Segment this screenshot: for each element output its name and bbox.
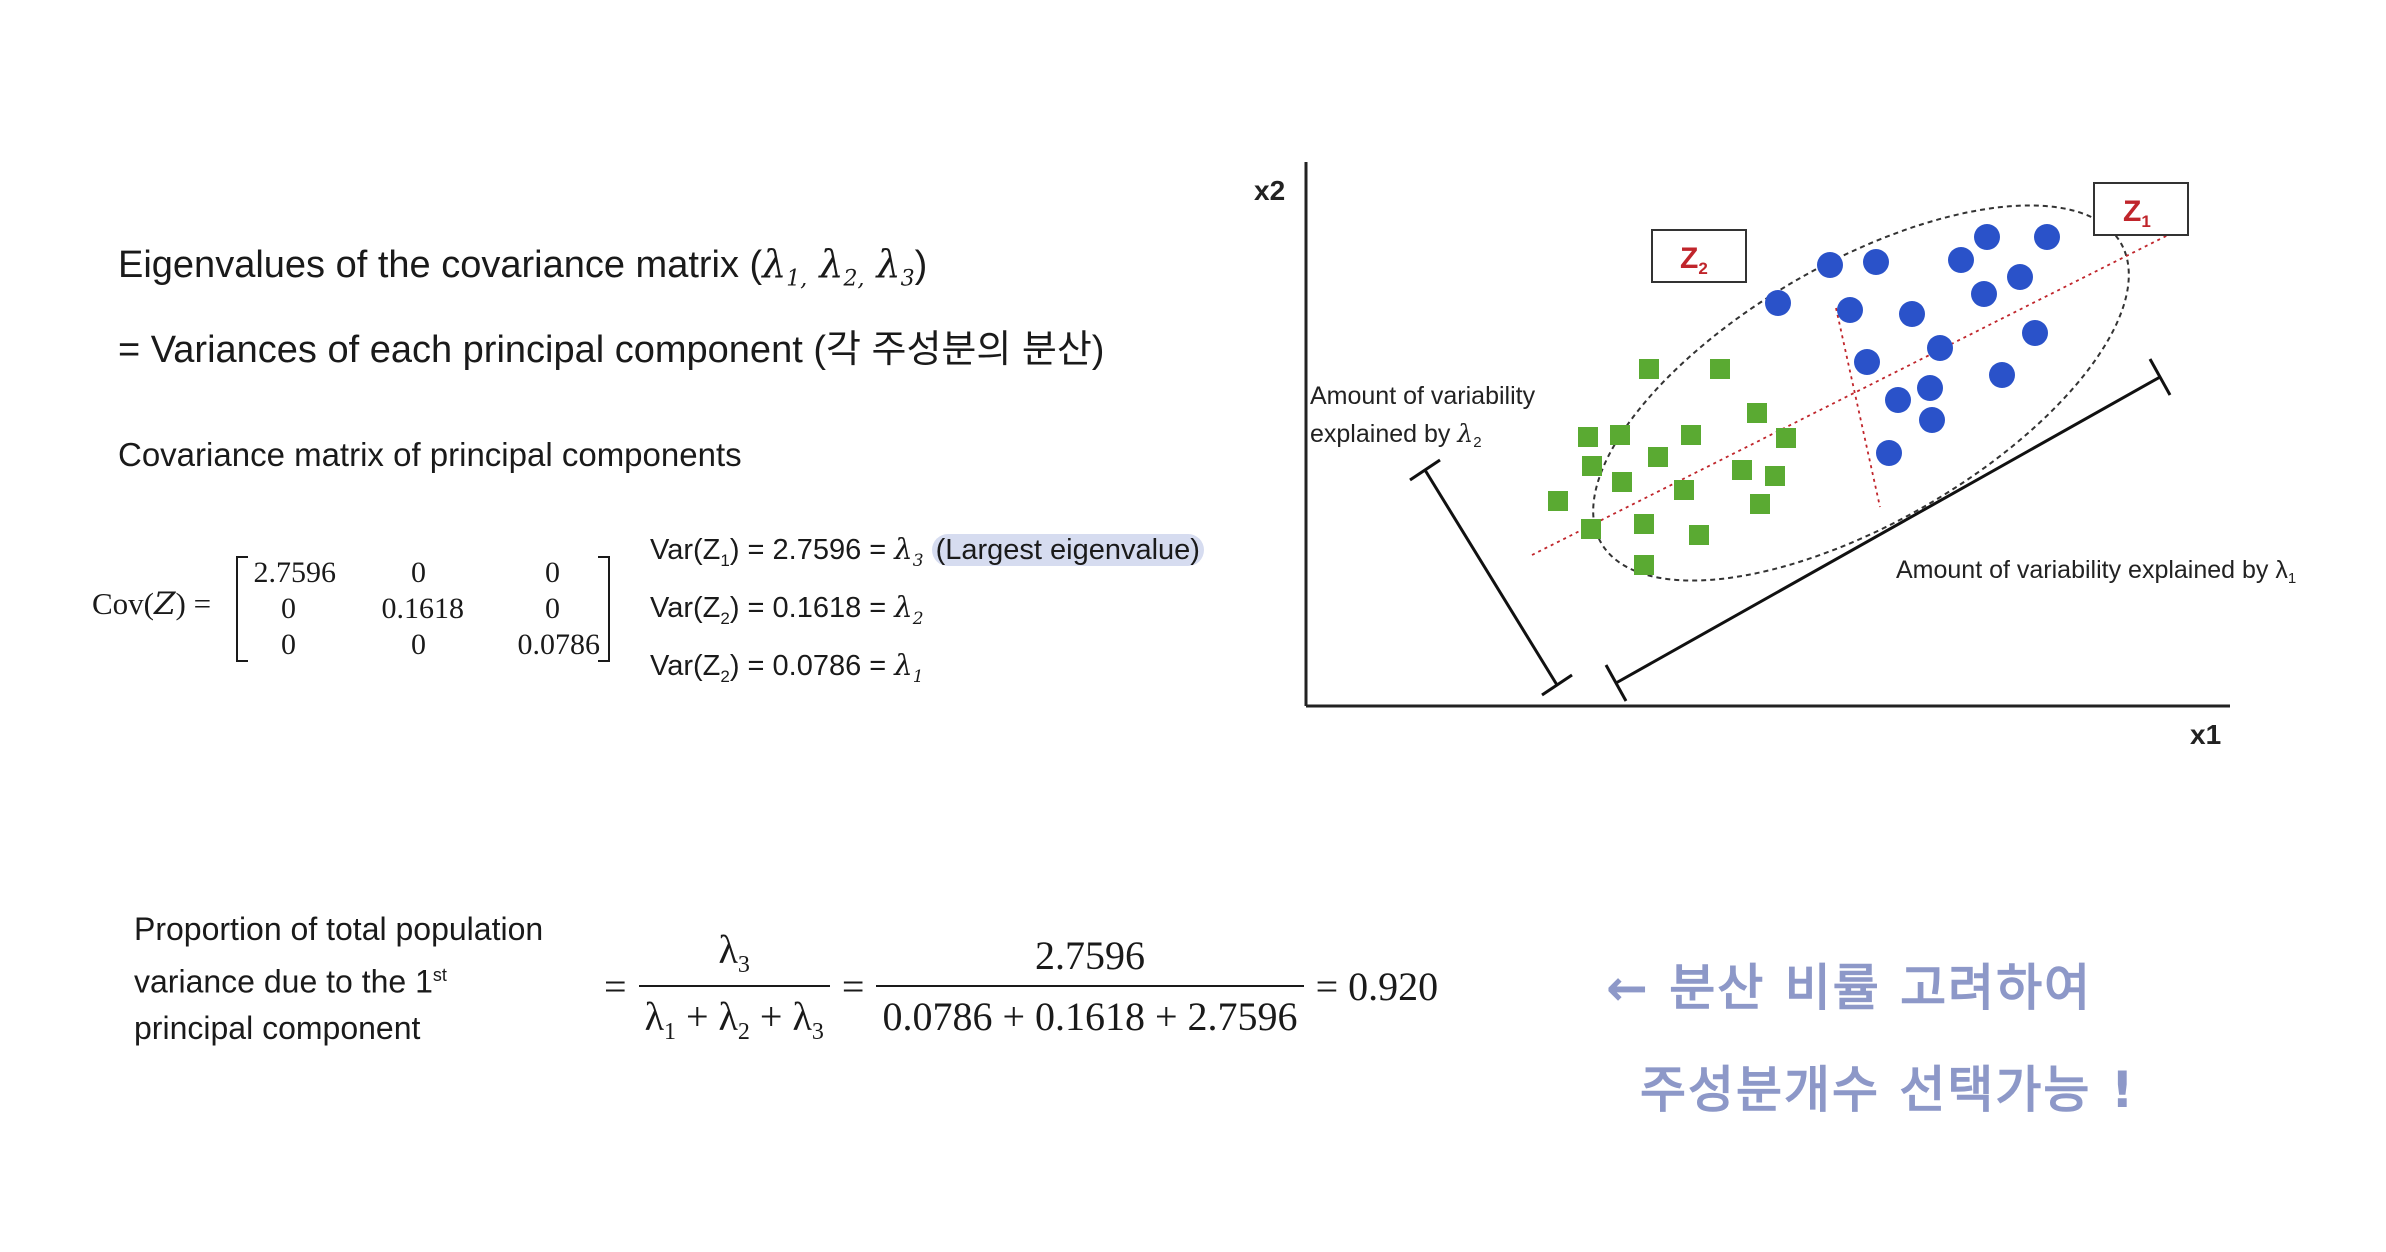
circle-point bbox=[1876, 440, 1902, 466]
lambda1-bracket-cap-left bbox=[1604, 664, 1628, 702]
prop-line-1: Proportion of total population bbox=[134, 911, 544, 947]
square-point bbox=[1732, 460, 1752, 480]
result-value: = 0.920 bbox=[1315, 963, 1439, 1009]
lambda1-bracket-cap-right bbox=[2148, 358, 2172, 396]
circle-point bbox=[1817, 252, 1843, 278]
square-point bbox=[1765, 466, 1785, 486]
frac1-numerator: λ3 bbox=[718, 927, 750, 978]
circle-point bbox=[1899, 301, 1925, 327]
circle-point bbox=[1854, 349, 1880, 375]
handwritten-note-2: 주성분개수 선택가능 ! bbox=[1640, 1061, 2136, 1119]
x-axis-label: x1 bbox=[2190, 719, 2221, 750]
lambda1-bracket bbox=[1615, 375, 2161, 685]
square-point bbox=[1610, 425, 1630, 445]
square-point bbox=[1634, 514, 1654, 534]
square-point bbox=[1681, 425, 1701, 445]
circle-point bbox=[1837, 297, 1863, 323]
z1-label-box bbox=[2093, 182, 2189, 236]
y-axis-label: x2 bbox=[1254, 175, 1285, 206]
cov-matrix: 2.7596 0 0 0 0.1618 0 0 0 0.0786 bbox=[236, 556, 610, 662]
pca-diagram: x2 x1 bbox=[1254, 162, 2296, 750]
matrix-cell-12: 0 bbox=[411, 556, 426, 589]
matrix-cell-11: 2.7596 bbox=[253, 556, 337, 589]
pc1-axis bbox=[1531, 228, 2181, 556]
square-point bbox=[1612, 472, 1632, 492]
circle-point bbox=[2034, 224, 2060, 250]
square-point bbox=[1747, 403, 1767, 423]
var-z3-line: Var(Z2) = 0.0786 = λ1 bbox=[650, 648, 924, 687]
square-point bbox=[1639, 359, 1659, 379]
frac2-numerator: 2.7596 bbox=[1035, 933, 1145, 978]
matrix-cell-32: 0 bbox=[411, 628, 426, 661]
lambda2-annotation-line1: Amount of variability bbox=[1310, 382, 1536, 410]
largest-eigenvalue-highlight: (Largest eigenvalue) bbox=[931, 534, 1204, 566]
matrix-cell-33: 0.0786 bbox=[517, 628, 601, 661]
equals-1: = bbox=[604, 963, 627, 1009]
circle-point bbox=[1971, 281, 1997, 307]
data-ellipse bbox=[1592, 204, 2130, 582]
fraction-numeric: 2.7596 0.0786 + 0.1618 + 2.7596 bbox=[876, 932, 1304, 1040]
square-point bbox=[1548, 491, 1568, 511]
matrix-cell-13: 0 bbox=[545, 556, 560, 589]
proportion-label: Proportion of total population variance … bbox=[134, 906, 543, 1051]
circle-point bbox=[2022, 320, 2048, 346]
circle-points bbox=[1765, 224, 2060, 466]
lambda2-bracket-cap-bottom bbox=[1541, 673, 1573, 697]
circle-point bbox=[1885, 387, 1911, 413]
proportion-formula: = λ3 λ1 + λ2 + λ3 = 2.7596 0.0786 + 0.16… bbox=[604, 926, 1438, 1046]
square-point bbox=[1776, 428, 1796, 448]
lambda2-annotation-line2: explained by λ2 bbox=[1310, 419, 1482, 451]
square-point bbox=[1581, 519, 1601, 539]
circle-point bbox=[1927, 335, 1953, 361]
cov-header: Covariance matrix of principal component… bbox=[118, 436, 742, 473]
circle-point bbox=[1989, 362, 2015, 388]
circle-point bbox=[1917, 375, 1943, 401]
circle-point bbox=[1948, 247, 1974, 273]
circle-point bbox=[1863, 249, 1889, 275]
circle-point bbox=[1765, 290, 1791, 316]
matrix-cell-23: 0 bbox=[545, 592, 560, 625]
square-point bbox=[1689, 525, 1709, 545]
square-point bbox=[1710, 359, 1730, 379]
matrix-cell-21: 0 bbox=[281, 592, 296, 625]
matrix-cell-31: 0 bbox=[281, 628, 296, 661]
prop-line-2: variance due to the 1st bbox=[134, 963, 447, 1000]
eig-lambdas: λ1, λ2, λ3 bbox=[762, 242, 915, 292]
square-points bbox=[1548, 359, 1796, 575]
lambda1-annotation: Amount of variability explained by λ1 bbox=[1896, 556, 2296, 587]
circle-point bbox=[1974, 224, 2000, 250]
frac1-denominator: λ1 + λ2 + λ3 bbox=[638, 985, 830, 1046]
lambda2-bracket-cap-top bbox=[1409, 458, 1441, 482]
eig-close: ) bbox=[914, 244, 928, 286]
variances-line: = Variances of each principal component … bbox=[118, 329, 1105, 371]
equals-2: = bbox=[841, 963, 865, 1009]
eigenvalues-heading: Eigenvalues of the covariance matrix (λ1… bbox=[118, 242, 927, 292]
pc2-axis bbox=[1835, 307, 1881, 508]
square-point bbox=[1578, 427, 1598, 447]
square-point bbox=[1674, 480, 1694, 500]
fraction-lambda: λ3 λ1 + λ2 + λ3 bbox=[638, 926, 830, 1046]
var-z1-line: Var(Z1) = 2.7596 = λ3 (Largest eigenvalu… bbox=[650, 532, 1204, 571]
circle-point bbox=[1919, 407, 1945, 433]
frac2-denominator: 0.0786 + 0.1618 + 2.7596 bbox=[876, 985, 1304, 1040]
cov-label: Cov(Z) = bbox=[92, 586, 212, 622]
handwritten-note-1: ← 분산 비률 고려하여 bbox=[1606, 959, 2093, 1017]
eig-title-text: Eigenvalues of the covariance matrix ( bbox=[118, 244, 763, 286]
circle-point bbox=[2007, 264, 2033, 290]
lambda2-bracket bbox=[1423, 469, 1559, 686]
square-point bbox=[1648, 447, 1668, 467]
matrix-cell-22: 0.1618 bbox=[381, 592, 465, 625]
square-point bbox=[1634, 555, 1654, 575]
prop-line-3: principal component bbox=[134, 1009, 421, 1046]
var-z2-line: Var(Z2) = 0.1618 = λ2 bbox=[650, 590, 924, 629]
square-point bbox=[1582, 456, 1602, 476]
z2-label-box bbox=[1651, 229, 1747, 283]
square-point bbox=[1750, 494, 1770, 514]
